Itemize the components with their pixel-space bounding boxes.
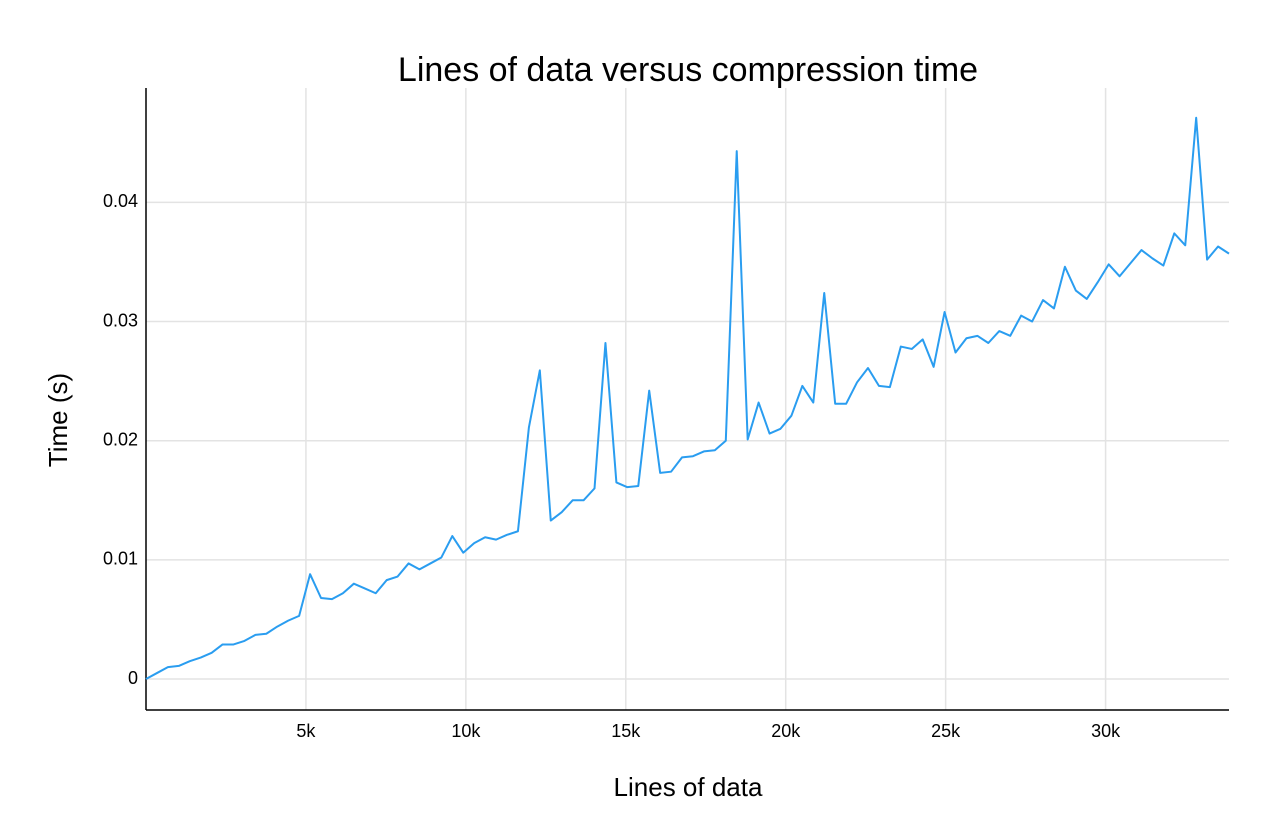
y-axis-label: Time (s) xyxy=(43,373,73,467)
data-line xyxy=(145,116,1230,680)
y-tick-label: 0.04 xyxy=(103,191,138,211)
y-tick-label: 0 xyxy=(128,668,138,688)
x-tick-label: 20k xyxy=(771,721,801,741)
y-tick-label: 0.02 xyxy=(103,429,138,449)
chart-title: Lines of data versus compression time xyxy=(398,51,978,89)
y-tick-label: 0.03 xyxy=(103,310,138,330)
x-axis-label: Lines of data xyxy=(614,772,763,802)
x-tick-label: 30k xyxy=(1091,721,1121,741)
x-tick-label: 25k xyxy=(931,721,961,741)
x-tick-label: 15k xyxy=(611,721,641,741)
x-tick-label: 10k xyxy=(451,721,481,741)
x-tick-label: 5k xyxy=(296,721,316,741)
y-tick-label: 0.01 xyxy=(103,549,138,569)
